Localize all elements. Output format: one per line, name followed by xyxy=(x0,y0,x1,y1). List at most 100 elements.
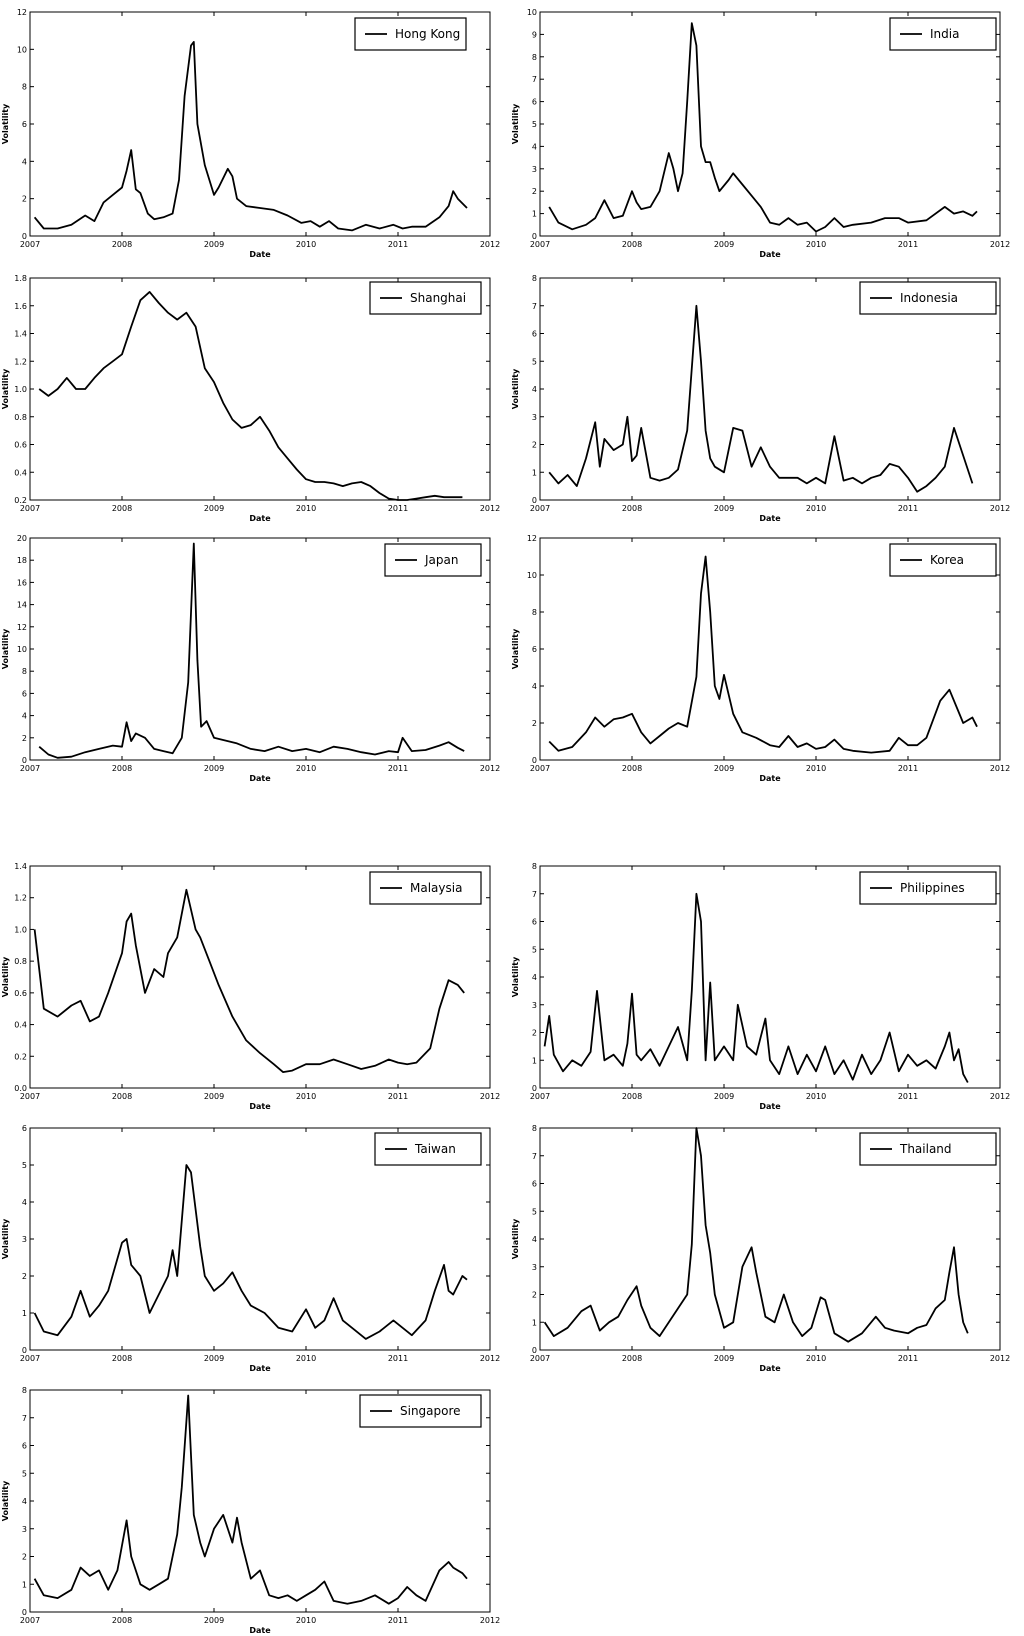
y-tick-label: 1.6 xyxy=(14,302,27,311)
x-tick-label: 2010 xyxy=(806,1354,826,1363)
y-tick-label: 1 xyxy=(22,1309,27,1318)
series-line xyxy=(33,1164,468,1340)
y-tick-label: 3 xyxy=(532,413,537,422)
y-tick-label: 4 xyxy=(22,157,27,166)
x-tick-label: 2009 xyxy=(204,504,224,513)
chart-panel-india: 0 1 2 3 4 5 6 7 8 9 10 2007 2008 2009 2010 2011 2012 Date… xyxy=(511,8,1010,259)
y-axis-label: Volatility xyxy=(1,628,10,669)
x-tick-label: 2012 xyxy=(990,1354,1010,1363)
y-tick-label: 7 xyxy=(532,890,537,899)
x-axis-label: Date xyxy=(759,250,781,259)
legend-label: Korea xyxy=(930,553,964,567)
y-tick-label: 3 xyxy=(532,165,537,174)
y-tick-label: 6 xyxy=(22,1442,27,1451)
legend-label: Philippines xyxy=(900,881,965,895)
x-axis-label: Date xyxy=(759,1364,781,1373)
y-axis-label: Volatility xyxy=(511,103,520,144)
y-tick-label: 0 xyxy=(532,232,537,241)
y-tick-label: 4 xyxy=(532,142,537,151)
x-tick-label: 2007 xyxy=(20,764,40,773)
y-tick-label: 6 xyxy=(22,120,27,129)
y-tick-label: 14 xyxy=(17,601,27,610)
legend-label: Shanghai xyxy=(410,291,466,305)
x-tick-label: 2011 xyxy=(898,1092,918,1101)
y-tick-label: 8 xyxy=(532,862,537,871)
x-tick-label: 2009 xyxy=(714,1092,734,1101)
x-tick-label: 2009 xyxy=(714,764,734,773)
x-tick-label: 2008 xyxy=(112,504,132,513)
legend-label: Hong Kong xyxy=(395,27,460,41)
x-axis-label: Date xyxy=(249,1102,271,1111)
x-tick-label: 2011 xyxy=(388,504,408,513)
chart-panel-indonesia: 0 1 2 3 4 5 6 7 8 2007 2008 2009 2010 2011 2012 Date Vol… xyxy=(511,274,1010,523)
y-tick-label: 16 xyxy=(17,578,27,587)
x-tick-label: 2010 xyxy=(296,764,316,773)
x-tick-label: 2012 xyxy=(480,764,500,773)
chart-panel-thailand: 0 1 2 3 4 5 6 7 8 2007 2008 2009 2010 2011 2012 Date Vol… xyxy=(511,1124,1010,1373)
y-tick-label: 5 xyxy=(532,1207,537,1216)
y-axis-label: Volatility xyxy=(511,956,520,997)
legend-label: Singapore xyxy=(400,1404,461,1418)
legend-label: Thailand xyxy=(899,1142,952,1156)
x-tick-label: 2008 xyxy=(622,504,642,513)
y-tick-label: 1.2 xyxy=(14,357,27,366)
x-tick-label: 2008 xyxy=(622,764,642,773)
x-tick-label: 2011 xyxy=(388,764,408,773)
x-axis-label: Date xyxy=(249,514,271,523)
y-tick-label: 1 xyxy=(532,1056,537,1065)
y-tick-label: 8 xyxy=(532,274,537,283)
y-tick-label: 4 xyxy=(532,1235,537,1244)
x-tick-label: 2011 xyxy=(388,1092,408,1101)
x-tick-label: 2008 xyxy=(112,240,132,249)
y-tick-label: 0 xyxy=(532,756,537,765)
y-tick-label: 0 xyxy=(22,232,27,241)
y-tick-label: 7 xyxy=(532,75,537,84)
x-tick-label: 2009 xyxy=(714,1354,734,1363)
x-tick-label: 2012 xyxy=(480,1092,500,1101)
y-tick-label: 10 xyxy=(527,8,537,17)
x-tick-label: 2008 xyxy=(112,1616,132,1625)
y-tick-label: 1 xyxy=(532,468,537,477)
x-axis-label: Date xyxy=(249,1364,271,1373)
y-axis-label: Volatility xyxy=(511,1218,520,1259)
x-tick-label: 2009 xyxy=(714,240,734,249)
y-tick-label: 8 xyxy=(22,1386,27,1395)
y-tick-label: 2 xyxy=(22,1272,27,1281)
series-line xyxy=(33,888,465,1073)
y-tick-label: 0.4 xyxy=(14,1021,27,1030)
y-tick-label: 20 xyxy=(17,534,27,543)
y-tick-label: 18 xyxy=(17,556,27,565)
y-tick-label: 2 xyxy=(532,441,537,450)
series-line xyxy=(548,555,978,754)
y-tick-label: 3 xyxy=(532,1263,537,1272)
y-tick-label: 4 xyxy=(22,1198,27,1207)
y-tick-label: 8 xyxy=(532,1124,537,1133)
series-line xyxy=(33,1394,468,1605)
y-tick-label: 1 xyxy=(532,1318,537,1327)
y-tick-label: 5 xyxy=(532,945,537,954)
y-tick-label: 0.0 xyxy=(14,1084,27,1093)
y-tick-label: 10 xyxy=(17,45,27,54)
y-tick-label: 4 xyxy=(532,682,537,691)
y-axis-label: Volatility xyxy=(1,103,10,144)
x-tick-label: 2011 xyxy=(388,1354,408,1363)
y-tick-label: 0 xyxy=(22,1608,27,1617)
x-tick-label: 2012 xyxy=(990,240,1010,249)
y-tick-label: 2 xyxy=(22,734,27,743)
x-tick-label: 2012 xyxy=(990,1092,1010,1101)
y-tick-label: 4 xyxy=(532,385,537,394)
x-tick-label: 2009 xyxy=(204,1354,224,1363)
y-axis-label: Volatility xyxy=(1,368,10,409)
y-tick-label: 2 xyxy=(532,187,537,196)
series-line xyxy=(33,41,468,232)
x-tick-label: 2007 xyxy=(20,240,40,249)
y-tick-label: 10 xyxy=(17,645,27,654)
y-tick-label: 2 xyxy=(22,1553,27,1562)
y-tick-label: 0.2 xyxy=(14,1052,27,1061)
y-tick-label: 8 xyxy=(532,53,537,62)
legend-label: Japan xyxy=(424,553,458,567)
chart-panel-korea: 0 2 4 6 8 10 12 2007 2008 2009 2010 2011 2012 Date Vol… xyxy=(511,534,1010,783)
x-tick-label: 2010 xyxy=(806,240,826,249)
x-tick-label: 2012 xyxy=(990,504,1010,513)
